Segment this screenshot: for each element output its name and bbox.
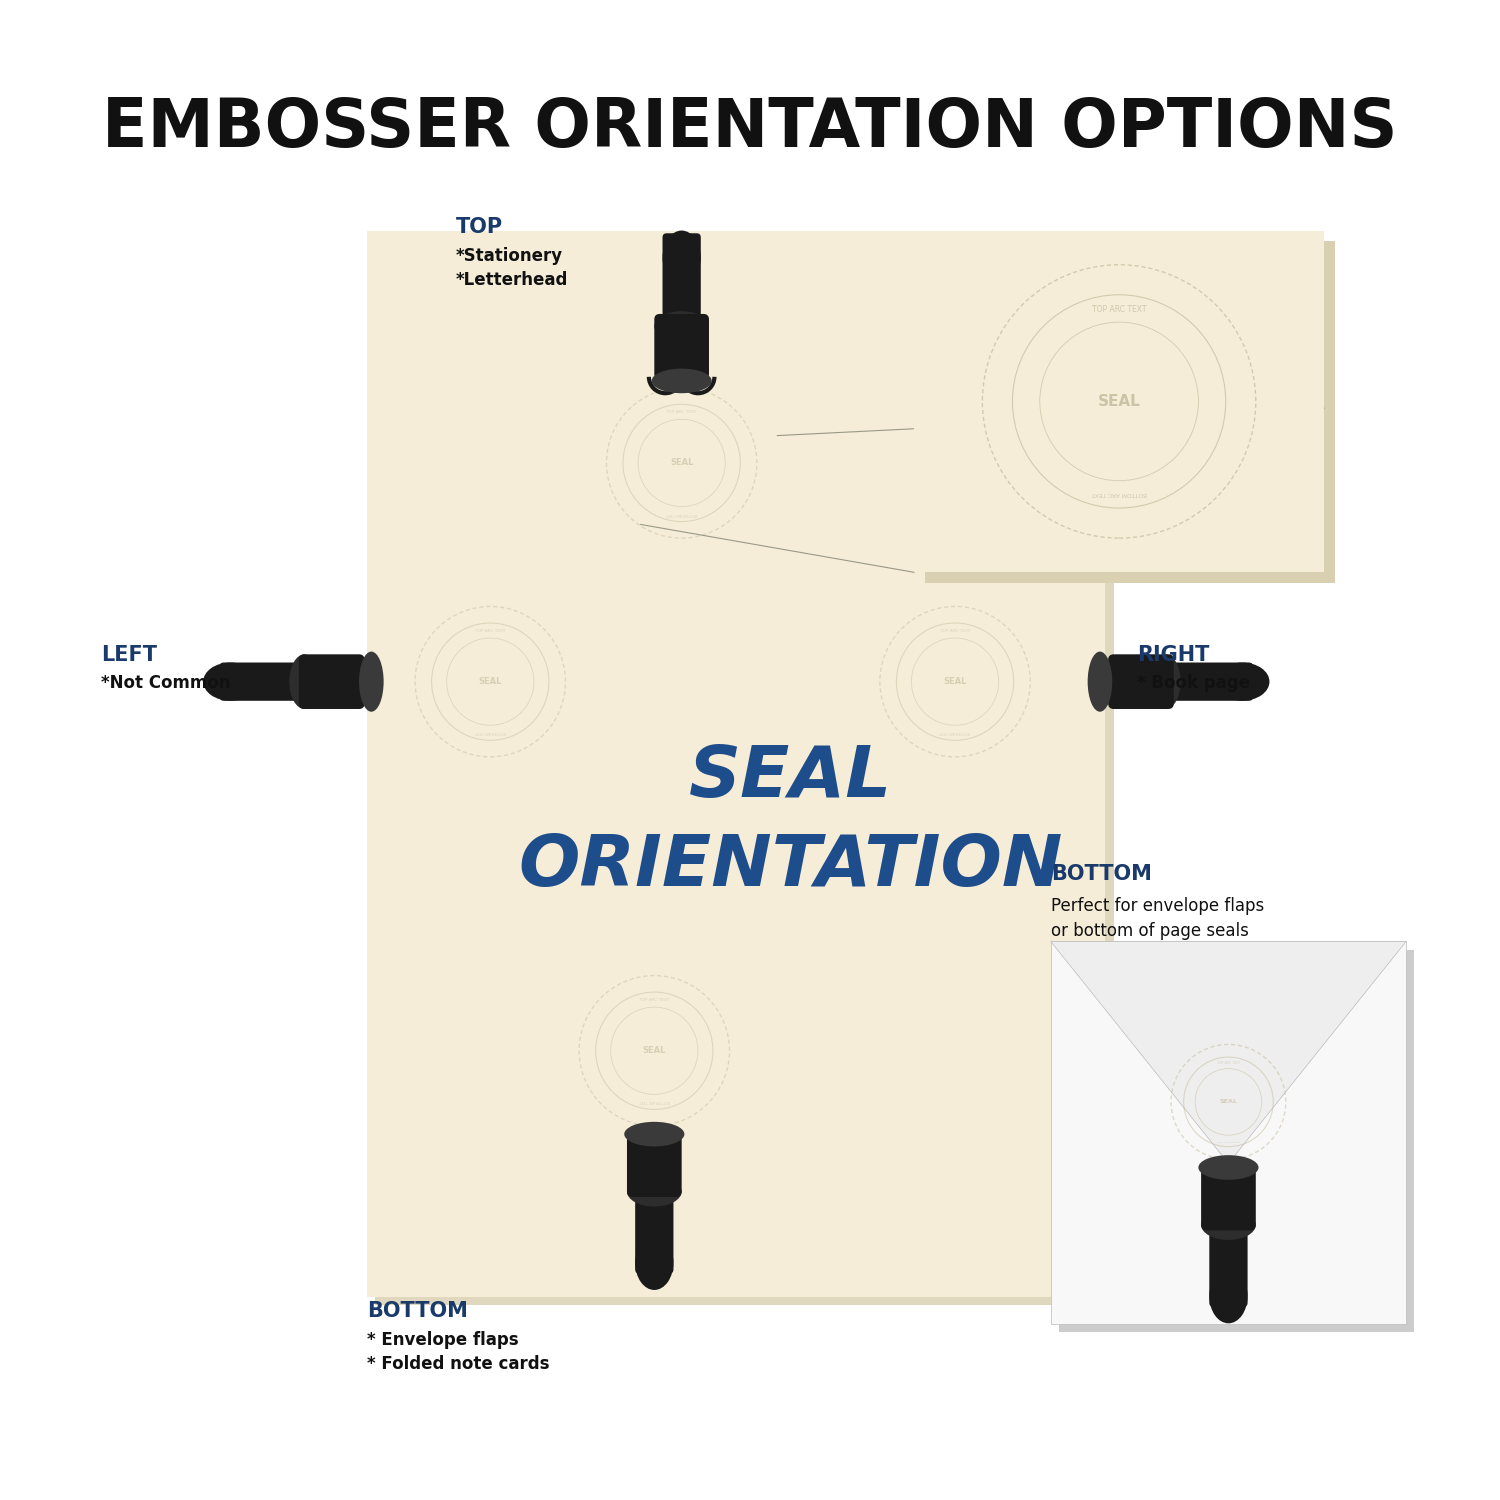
Text: TOP ARC TEXT: TOP ARC TEXT: [666, 410, 698, 414]
FancyBboxPatch shape: [627, 1131, 681, 1197]
FancyBboxPatch shape: [1209, 1224, 1248, 1306]
FancyBboxPatch shape: [1170, 663, 1252, 700]
Ellipse shape: [1202, 1210, 1255, 1240]
Text: BOTTOM ARC TEXT: BOTTOM ARC TEXT: [666, 512, 698, 516]
Bar: [368, 231, 1106, 1298]
Text: SEAL: SEAL: [690, 742, 892, 812]
Ellipse shape: [290, 654, 320, 710]
FancyBboxPatch shape: [634, 1190, 674, 1274]
Text: BOTTOM ARC TEXT: BOTTOM ARC TEXT: [1092, 490, 1148, 496]
Text: Perfect for envelope flaps: Perfect for envelope flaps: [1050, 897, 1264, 915]
Text: SEAL: SEAL: [642, 1046, 666, 1054]
Text: TOP: TOP: [456, 217, 503, 237]
FancyBboxPatch shape: [298, 654, 364, 710]
FancyBboxPatch shape: [663, 234, 700, 316]
Ellipse shape: [654, 310, 710, 342]
Ellipse shape: [202, 663, 258, 700]
FancyBboxPatch shape: [219, 663, 303, 700]
Text: TOP ARC TEXT: TOP ARC TEXT: [940, 628, 970, 633]
Text: TOP ARC TEXT: TOP ARC TEXT: [476, 628, 506, 633]
Bar: [926, 242, 1335, 584]
Bar: [1050, 942, 1406, 1324]
Ellipse shape: [358, 651, 384, 711]
FancyBboxPatch shape: [1202, 1164, 1255, 1230]
Text: SEAL: SEAL: [1220, 1100, 1238, 1104]
Polygon shape: [1050, 942, 1406, 1164]
Text: TOP ARC TEXT: TOP ARC TEXT: [639, 998, 669, 1002]
FancyBboxPatch shape: [1108, 654, 1174, 710]
Text: *Not Common: *Not Common: [100, 675, 230, 693]
Text: *Stationery: *Stationery: [456, 246, 562, 264]
Text: * Book page: * Book page: [1137, 675, 1250, 693]
Text: BOTTOM: BOTTOM: [1050, 864, 1152, 883]
Text: TOP ARC TEXT: TOP ARC TEXT: [1216, 1060, 1240, 1065]
Ellipse shape: [1088, 651, 1113, 711]
Ellipse shape: [1198, 1155, 1258, 1180]
Text: EMBOSSER ORIENTATION OPTIONS: EMBOSSER ORIENTATION OPTIONS: [102, 94, 1398, 160]
Ellipse shape: [651, 369, 711, 393]
Ellipse shape: [627, 1176, 681, 1206]
Text: SEAL: SEAL: [1098, 394, 1140, 410]
Text: * Envelope flaps: * Envelope flaps: [368, 1330, 519, 1348]
Text: BOTTOM ARC TEXT: BOTTOM ARC TEXT: [939, 730, 970, 735]
Text: RIGHT: RIGHT: [1137, 645, 1209, 664]
Ellipse shape: [1209, 1269, 1248, 1323]
Ellipse shape: [624, 1122, 684, 1146]
Text: LEFT: LEFT: [100, 645, 156, 664]
Text: SEAL: SEAL: [478, 676, 502, 686]
Ellipse shape: [1215, 663, 1269, 700]
Text: * Folded note cards: * Folded note cards: [368, 1356, 549, 1374]
Bar: [914, 231, 1324, 573]
Ellipse shape: [1150, 654, 1180, 710]
Text: SEAL: SEAL: [944, 676, 966, 686]
Text: BOTTOM ARC TEXT: BOTTOM ARC TEXT: [639, 1100, 669, 1104]
Bar: [1059, 950, 1414, 1332]
Text: ORIENTATION: ORIENTATION: [519, 831, 1064, 900]
Text: TOP ARC TEXT: TOP ARC TEXT: [1092, 304, 1146, 313]
Text: BOTTOM: BOTTOM: [368, 1302, 468, 1322]
Text: BOTTOM ARC TEXT: BOTTOM ARC TEXT: [476, 730, 506, 735]
Text: or bottom of page seals: or bottom of page seals: [1050, 922, 1248, 940]
Ellipse shape: [663, 231, 700, 285]
Text: *Letterhead: *Letterhead: [456, 272, 568, 290]
Text: SEAL: SEAL: [670, 459, 693, 468]
Bar: [375, 238, 1113, 1305]
Ellipse shape: [634, 1236, 674, 1290]
FancyBboxPatch shape: [654, 314, 710, 380]
